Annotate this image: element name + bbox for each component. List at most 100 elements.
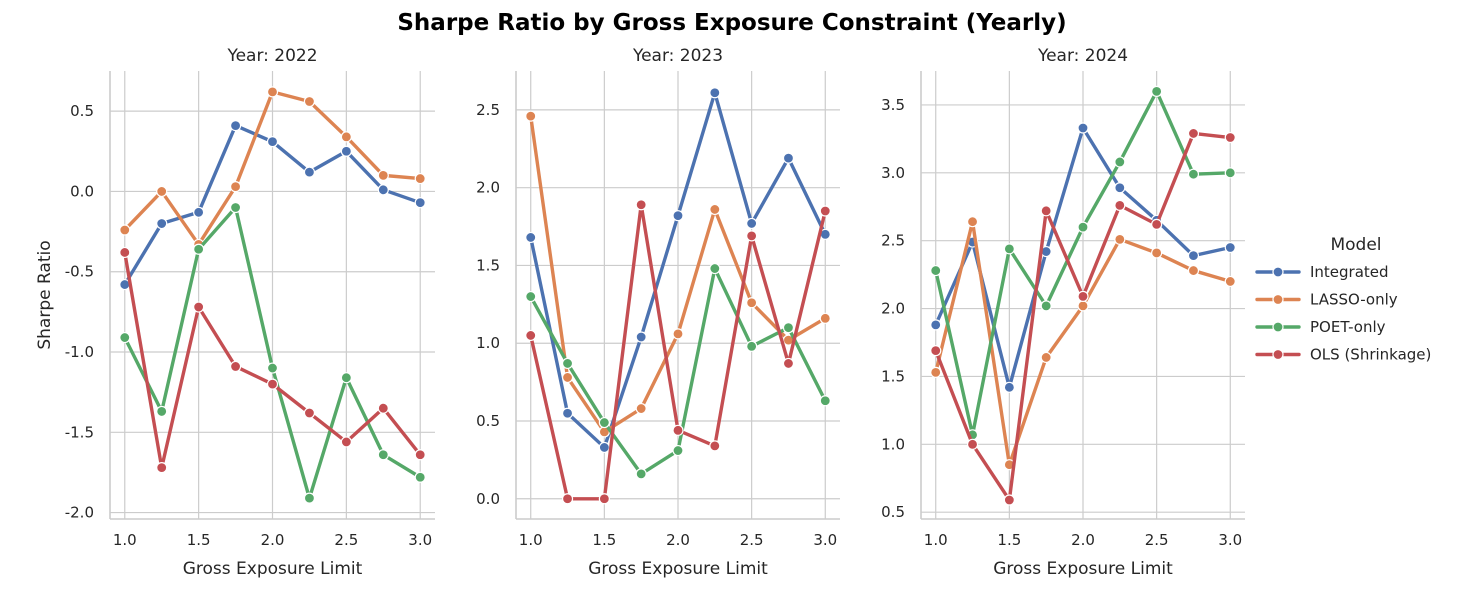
data-point [340, 145, 352, 157]
data-point [377, 402, 389, 414]
data-point [598, 416, 610, 429]
data-point [303, 166, 316, 178]
y-tick-label: 2.0 [881, 300, 905, 318]
data-point [414, 197, 426, 209]
x-tick-label: 2.5 [740, 531, 764, 549]
data-point [1187, 168, 1200, 180]
data-point [1114, 182, 1126, 194]
data-point [746, 217, 758, 230]
data-point [930, 366, 942, 378]
data-point [1187, 250, 1200, 262]
legend-item-poet-only: POET-only [1255, 318, 1386, 336]
data-point [1151, 218, 1163, 231]
series-poet-only [119, 201, 426, 504]
data-point [414, 471, 426, 483]
data-point [377, 169, 389, 181]
legend-label: OLS (Shrinkage) [1310, 346, 1431, 364]
y-tick-label: 0.0 [476, 490, 500, 508]
x-tick-label: 3.0 [1218, 531, 1242, 549]
y-tick-label: 0.5 [476, 412, 500, 430]
data-point [672, 328, 684, 340]
data-point [746, 297, 758, 309]
data-point [819, 395, 831, 407]
data-point [229, 119, 242, 132]
x-tick-label: 2.0 [261, 531, 285, 549]
x-tick-label: 2.5 [334, 531, 358, 549]
legend-label: Integrated [1310, 263, 1389, 281]
legend-item-ols-shrinkage: OLS (Shrinkage) [1255, 346, 1431, 364]
data-point [598, 441, 610, 454]
data-point [930, 345, 942, 357]
data-point [525, 329, 537, 342]
y-axis-label: Sharpe Ratio [35, 240, 55, 349]
data-point [561, 493, 574, 505]
data-point [229, 360, 242, 373]
data-point [1040, 205, 1052, 217]
x-tick-label: 2.5 [1145, 531, 1169, 549]
data-point [1114, 199, 1126, 211]
chart-title: Sharpe Ratio by Gross Exposure Constrain… [397, 10, 1066, 36]
x-tick-label: 2.0 [666, 531, 690, 549]
data-point [819, 205, 831, 217]
data-point [1077, 122, 1089, 134]
data-point [266, 86, 279, 98]
y-tick-label: 0.5 [70, 102, 94, 120]
panel-title: Year: 2024 [1037, 46, 1128, 66]
series-integrated [930, 122, 1236, 393]
data-point [1114, 156, 1126, 168]
legend-marker [1272, 293, 1284, 306]
y-tick-label: 1.0 [881, 435, 905, 453]
x-tick-label: 3.0 [813, 531, 837, 549]
data-point [672, 424, 684, 436]
legend-marker [1272, 266, 1284, 278]
x-axis-label: Gross Exposure Limit [183, 559, 363, 579]
y-tick-label: 3.0 [881, 164, 905, 182]
data-point [340, 131, 352, 143]
data-point [1077, 221, 1089, 233]
data-point [303, 95, 316, 108]
data-point [266, 378, 279, 390]
panel-title: Year: 2023 [632, 46, 723, 66]
series-ols-shrinkage [525, 199, 831, 505]
data-point [561, 407, 574, 419]
x-tick-label: 1.5 [592, 531, 616, 549]
y-tick-label: 2.5 [881, 232, 905, 250]
series-ols-shrinkage [119, 246, 426, 474]
x-axis-label: Gross Exposure Limit [588, 559, 768, 579]
data-point [229, 181, 242, 193]
data-point [1114, 233, 1126, 245]
data-point [119, 331, 131, 344]
data-point [1224, 241, 1236, 254]
x-axis-label: Gross Exposure Limit [993, 559, 1173, 579]
series-poet-only [525, 262, 831, 480]
x-tick-label: 1.5 [187, 531, 211, 549]
y-tick-label: 0.0 [70, 182, 94, 200]
data-point [193, 243, 205, 255]
data-point [1224, 167, 1236, 179]
legend-marker [1272, 348, 1284, 361]
data-point [966, 216, 979, 228]
data-point [709, 262, 721, 275]
series-integrated [119, 119, 426, 291]
data-point [303, 492, 316, 504]
y-tick-label: 3.5 [881, 96, 905, 114]
data-point [303, 407, 316, 419]
data-point [709, 87, 721, 99]
legend-item-lasso-only: LASSO-only [1255, 291, 1398, 309]
data-point [561, 371, 574, 384]
x-tick-label: 1.0 [519, 531, 543, 549]
data-point [525, 110, 537, 122]
data-point [193, 301, 205, 313]
data-point [414, 172, 426, 185]
data-point [709, 203, 721, 216]
data-point [119, 224, 131, 236]
series-lasso-only [525, 110, 831, 438]
data-point [635, 331, 647, 343]
panel-title: Year: 2022 [226, 46, 317, 66]
data-point [635, 468, 647, 480]
data-point [635, 199, 647, 211]
panel-1: 1.0 1.5 2.0 2.5 3.0 -2.0 -1.5 -1.0 -0.5 0.0 0.5 Yea… [35, 46, 435, 579]
data-point [672, 210, 684, 222]
data-point [1151, 85, 1163, 97]
